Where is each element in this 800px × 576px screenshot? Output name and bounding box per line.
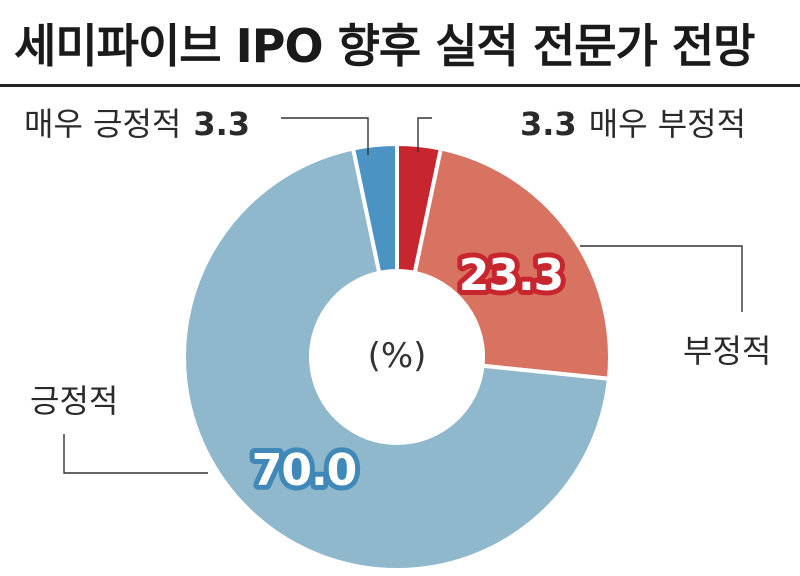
label-very-negative-text: 매우 부정적: [589, 105, 746, 143]
label-negative: 부정적: [683, 332, 771, 370]
leader-line-very-positive: [281, 117, 369, 155]
data-label-positive: 70.0: [252, 445, 357, 496]
chart-title: 세미파이브 IPO 향후 실적 전문가 전망: [14, 19, 755, 73]
label-very-negative: 3.3 매우 부정적: [520, 105, 746, 143]
label-very-positive-value: 3.3: [193, 105, 250, 143]
label-positive: 긍정적: [30, 382, 118, 420]
data-label-negative: 23.3: [459, 250, 564, 301]
label-very-negative-value: 3.3: [520, 105, 577, 143]
donut-hole: [311, 271, 483, 443]
label-very-positive: 매우 긍정적 3.3: [24, 105, 250, 143]
center-unit-label: (%): [368, 336, 427, 376]
leader-line-negative: [580, 245, 743, 312]
leader-line-positive: [63, 434, 208, 474]
title-underline: [0, 84, 800, 87]
label-very-positive-text: 매우 긍정적: [24, 105, 181, 143]
leader-line-very-negative: [417, 117, 432, 152]
